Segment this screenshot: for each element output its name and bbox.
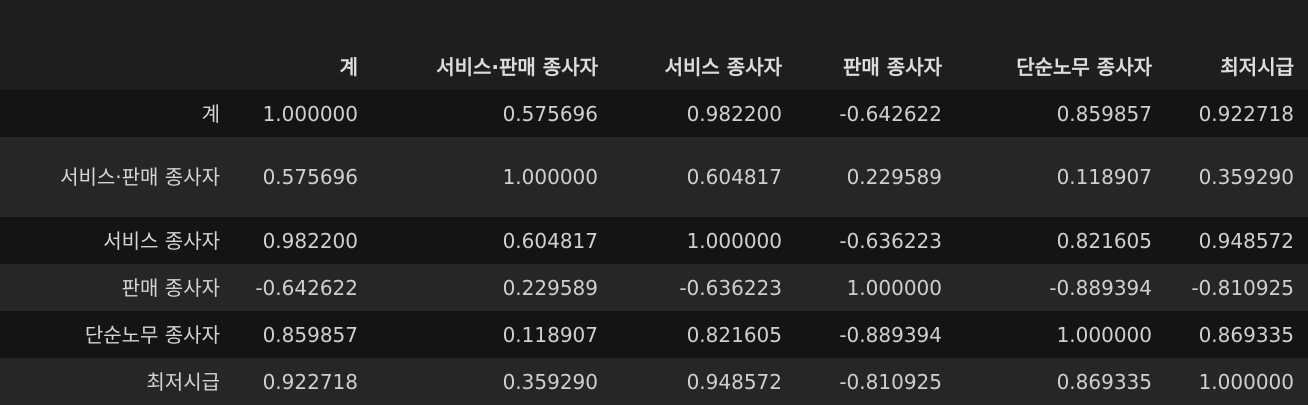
table-cell: 1.000000 xyxy=(686,228,782,253)
table-cell: 0.948572 xyxy=(1198,228,1294,253)
table-row: 서비스·판매 종사자 0.575696 1.000000 0.604817 0.… xyxy=(0,137,1308,217)
table-header: 계 서비스·판매 종사자 서비스 종사자 판매 종사자 단순노무 종사자 최저시… xyxy=(0,0,1308,90)
table-cell: 0.922718 xyxy=(1198,101,1294,126)
table-cell: 0.118907 xyxy=(1056,165,1152,189)
table-cell: 1.000000 xyxy=(262,101,358,126)
table-cell: 0.869335 xyxy=(1198,322,1294,347)
row-label: 서비스·판매 종사자 xyxy=(60,165,220,189)
table-cell: 0.982200 xyxy=(262,228,358,253)
table-body: 계 1.000000 0.575696 0.982200 -0.642622 0… xyxy=(0,90,1308,405)
table-cell: -0.889394 xyxy=(839,322,942,347)
table-cell: 0.604817 xyxy=(502,228,598,253)
row-label: 판매 종사자 xyxy=(121,275,220,300)
column-header: 최저시급 xyxy=(1166,0,1308,90)
table-cell: 0.359290 xyxy=(1198,165,1294,189)
table-cell: 0.575696 xyxy=(262,165,358,189)
table-cell: 0.948572 xyxy=(686,369,782,394)
row-label: 최저시급 xyxy=(146,369,220,394)
column-header: 판매 종사자 xyxy=(796,0,956,90)
table-cell: 1.000000 xyxy=(502,165,598,189)
index-header-blank xyxy=(0,0,234,90)
table-row: 최저시급 0.922718 0.359290 0.948572 -0.81092… xyxy=(0,358,1308,405)
table-cell: 0.859857 xyxy=(1056,101,1152,126)
table-cell: -0.636223 xyxy=(679,275,782,300)
table-cell: 0.922718 xyxy=(262,369,358,394)
table-cell: 0.359290 xyxy=(502,369,598,394)
table-row: 판매 종사자 -0.642622 0.229589 -0.636223 1.00… xyxy=(0,264,1308,311)
row-label: 계 xyxy=(201,101,220,126)
table-cell: 0.982200 xyxy=(686,101,782,126)
column-header: 계 xyxy=(234,0,372,90)
table-row: 서비스 종사자 0.982200 0.604817 1.000000 -0.63… xyxy=(0,217,1308,264)
table-cell: 0.821605 xyxy=(686,322,782,347)
header-row: 계 서비스·판매 종사자 서비스 종사자 판매 종사자 단순노무 종사자 최저시… xyxy=(0,0,1308,90)
row-label: 서비스 종사자 xyxy=(103,228,220,253)
table-cell: 0.869335 xyxy=(1056,369,1152,394)
table-cell: -0.889394 xyxy=(1049,275,1152,300)
column-header: 서비스·판매 종사자 xyxy=(372,0,612,90)
table-cell: 0.229589 xyxy=(846,165,942,189)
table-cell: -0.810925 xyxy=(1191,275,1294,300)
table-cell: 1.000000 xyxy=(1198,369,1294,394)
row-label: 단순노무 종사자 xyxy=(84,322,220,347)
table-row: 단순노무 종사자 0.859857 0.118907 0.821605 -0.8… xyxy=(0,311,1308,358)
table-cell: 0.604817 xyxy=(686,165,782,189)
column-header: 단순노무 종사자 xyxy=(956,0,1166,90)
table-cell: 0.859857 xyxy=(262,322,358,347)
table-cell: 1.000000 xyxy=(846,275,942,300)
table-row: 계 1.000000 0.575696 0.982200 -0.642622 0… xyxy=(0,90,1308,137)
table-cell: 0.118907 xyxy=(502,322,598,347)
table-cell: -0.642622 xyxy=(255,275,358,300)
table-cell: -0.636223 xyxy=(839,228,942,253)
table-cell: 1.000000 xyxy=(1056,322,1152,347)
column-header: 서비스 종사자 xyxy=(612,0,796,90)
table-cell: 0.229589 xyxy=(502,275,598,300)
table-cell: 0.575696 xyxy=(502,101,598,126)
table-cell: -0.810925 xyxy=(839,369,942,394)
table-cell: -0.642622 xyxy=(839,101,942,126)
table-cell: 0.821605 xyxy=(1056,228,1152,253)
